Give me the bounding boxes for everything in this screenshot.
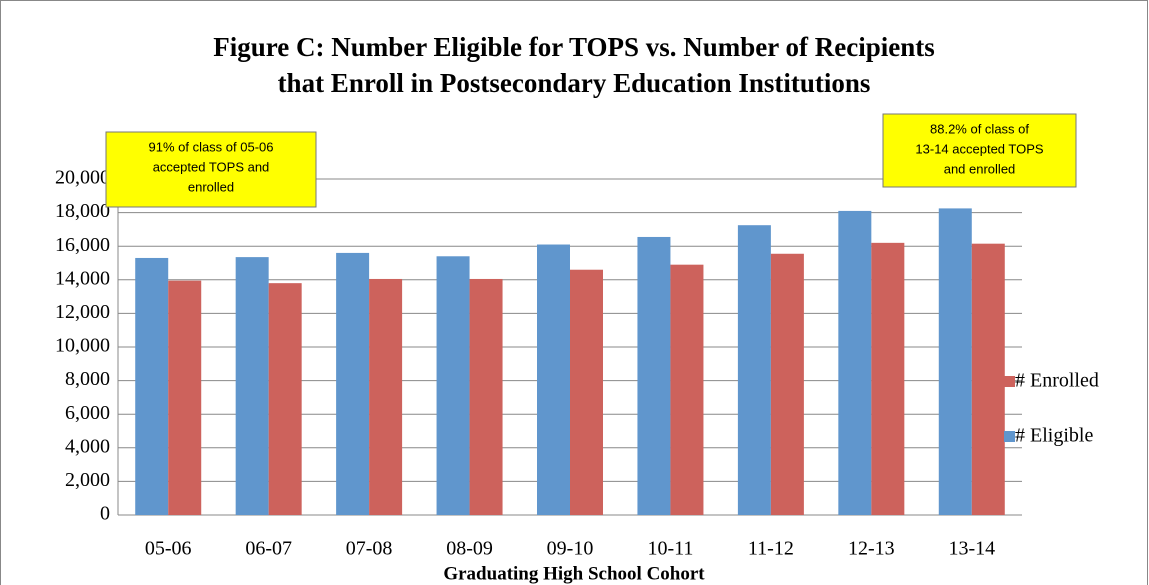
bar — [336, 252, 370, 516]
bar — [135, 257, 169, 515]
bar — [737, 225, 771, 515]
y-tick-label: 2,000 — [65, 469, 110, 491]
bar — [436, 256, 470, 515]
x-tick-label: 06-07 — [245, 538, 292, 560]
bar — [537, 244, 570, 515]
x-tick-label: 05-06 — [145, 538, 192, 560]
bar — [871, 242, 905, 515]
y-tick-label: 18,000 — [55, 200, 110, 222]
bar — [637, 236, 671, 515]
y-tick-label: 4,000 — [65, 435, 110, 457]
annotation-box — [882, 113, 1077, 188]
bar — [971, 243, 1005, 515]
y-tick-label: 12,000 — [55, 301, 110, 323]
x-tick-label: 11-12 — [748, 538, 794, 560]
annotation-text: and enrolled — [944, 161, 1016, 176]
y-tick-label: 8,000 — [65, 368, 110, 390]
annotation-text: 88.2% of class of — [930, 121, 1029, 136]
bar — [168, 280, 202, 515]
legend-swatch — [1004, 376, 1015, 387]
bar — [938, 208, 972, 515]
legend-label: # Eligible — [1015, 425, 1093, 447]
annotation-text: 91% of class of 05-06 — [148, 139, 273, 154]
y-tick-label: 14,000 — [55, 267, 110, 289]
bar — [235, 257, 269, 515]
x-axis-label: Graduating High School Cohort — [443, 563, 705, 584]
legend-swatch — [1004, 431, 1015, 442]
bar — [268, 283, 302, 515]
chart-title: that Enroll in Postsecondary Education I… — [278, 68, 871, 98]
bar — [838, 210, 872, 516]
annotation-box — [105, 131, 317, 208]
y-tick-label: 6,000 — [65, 402, 110, 424]
x-tick-label: 12-13 — [848, 538, 895, 560]
y-tick-label: 0 — [100, 503, 110, 525]
x-tick-label: 10-11 — [647, 538, 693, 560]
bar — [770, 253, 804, 515]
bar — [469, 278, 503, 515]
legend-label: # Enrolled — [1015, 370, 1099, 392]
x-tick-label: 09-10 — [547, 538, 594, 560]
bar — [670, 264, 704, 515]
annotation-text: 13-14 accepted TOPS — [915, 141, 1043, 156]
annotation-text: enrolled — [188, 179, 234, 194]
x-tick-label: 07-08 — [346, 538, 393, 560]
y-tick-label: 10,000 — [55, 335, 110, 357]
x-tick-label: 08-09 — [446, 538, 493, 560]
bar — [570, 269, 603, 515]
bar — [369, 278, 403, 515]
x-tick-label: 13-14 — [948, 538, 995, 560]
annotation-text: accepted TOPS and — [153, 159, 270, 174]
y-tick-label: 16,000 — [55, 234, 110, 256]
y-tick-label: 20,000 — [55, 167, 110, 189]
chart-title: Figure C: Number Eligible for TOPS vs. N… — [213, 32, 935, 62]
